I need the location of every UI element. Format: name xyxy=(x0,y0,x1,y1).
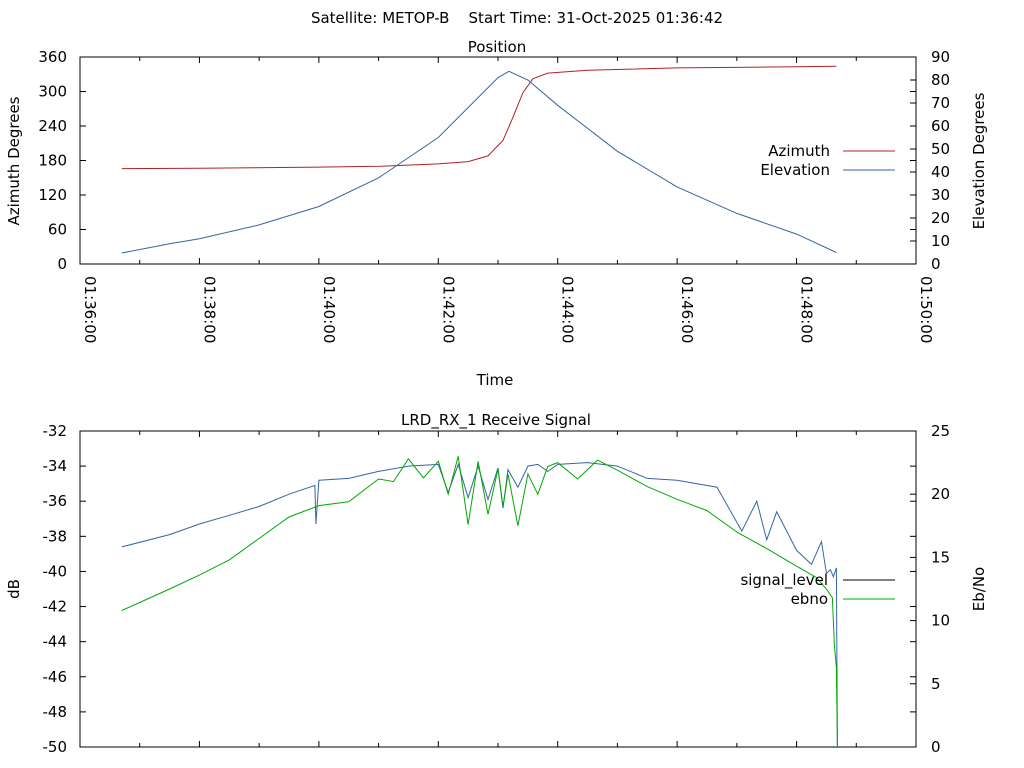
position-chart: Position Azimuth Degrees Elevation Degre… xyxy=(5,38,988,389)
legend-label-elevation: Elevation xyxy=(760,161,830,179)
position-y2tick-label: 30 xyxy=(931,186,950,204)
position-ytick-label: 120 xyxy=(38,186,67,204)
signal-y2tick-label: 25 xyxy=(931,422,950,440)
signal-ytick-label: -44 xyxy=(43,633,68,651)
position-ytick-label: 60 xyxy=(48,221,67,239)
series-line-azimuth xyxy=(121,65,837,170)
series-line-signal-level xyxy=(121,462,838,748)
signal-ytick-label: -46 xyxy=(43,668,68,686)
signal-legend: signal_level ebno xyxy=(740,571,895,608)
position-ytick-label: 240 xyxy=(38,117,67,135)
signal-ytick-label: -36 xyxy=(43,492,68,510)
signal-title: LRD_RX_1 Receive Signal xyxy=(401,411,591,430)
series-line-elevation xyxy=(121,70,837,254)
position-ytick-label: 360 xyxy=(38,48,67,66)
signal-ytick-label: -42 xyxy=(43,598,68,616)
position-xtick-label: 01:40:00 xyxy=(320,276,338,343)
position-ytick-label: 300 xyxy=(38,83,67,101)
position-y2tick-label: 40 xyxy=(931,163,950,181)
signal-y2tick-label: 10 xyxy=(931,612,950,630)
series-line-ebno xyxy=(121,456,838,748)
position-ytick-label: 180 xyxy=(38,152,67,170)
signal-chart: LRD_RX_1 Receive Signal dB Eb/No -50-48-… xyxy=(5,411,988,756)
position-y2tick-label: 50 xyxy=(931,140,950,158)
signal-ytick-label: -50 xyxy=(43,738,68,756)
position-xtick-label: 01:36:00 xyxy=(81,276,99,343)
position-title: Position xyxy=(468,38,526,56)
position-legend: Azimuth Elevation xyxy=(760,142,895,179)
signal-ytick-label: -48 xyxy=(43,703,68,721)
legend-label-azimuth: Azimuth xyxy=(768,142,830,160)
position-xtick-label: 01:48:00 xyxy=(798,276,816,343)
signal-y2tick-label: 20 xyxy=(931,485,950,503)
signal-plot-frame xyxy=(79,430,917,748)
position-y2tick-label: 0 xyxy=(931,255,941,273)
signal-y2tick-label: 0 xyxy=(931,738,941,756)
position-xtick-label: 01:46:00 xyxy=(678,276,696,343)
position-axes: 0 60 120 180 240 300 360 0 10 20 30 40 50 60 70 80 90 01:… xyxy=(38,48,950,343)
signal-y2-axis-label: Eb/No xyxy=(970,567,988,611)
signal-y2tick-label: 5 xyxy=(931,675,941,693)
signal-series xyxy=(121,456,838,748)
position-xtick-label: 01:50:00 xyxy=(917,276,935,343)
signal-ytick-label: -34 xyxy=(43,457,68,475)
signal-ytick-label: -32 xyxy=(43,422,68,440)
position-x-axis-label: Time xyxy=(476,371,514,389)
position-y2-axis-label: Elevation Degrees xyxy=(970,92,988,229)
position-y2tick-label: 80 xyxy=(931,71,950,89)
position-y2tick-label: 60 xyxy=(931,117,950,135)
figure-title: Satellite: METOP-B Start Time: 31-Oct-20… xyxy=(311,9,723,27)
position-y2tick-label: 20 xyxy=(931,209,950,227)
position-xtick-label: 01:42:00 xyxy=(439,276,457,343)
signal-ytick-label: -38 xyxy=(43,527,68,545)
signal-y-axis-label: dB xyxy=(5,579,23,599)
position-y2tick-label: 70 xyxy=(931,94,950,112)
position-xtick-label: 01:38:00 xyxy=(200,276,218,343)
legend-label-signal-level: signal_level xyxy=(740,571,828,590)
legend-label-ebno: ebno xyxy=(791,590,828,608)
signal-y2tick-label: 15 xyxy=(931,548,950,566)
position-ytick-label: 0 xyxy=(57,255,67,273)
signal-ytick-label: -40 xyxy=(43,562,68,580)
signal-axes: -50 -48 -46 -44 -42 -40 -38 -36 -34 -32 0 5 10 15 20 25 xyxy=(43,422,951,756)
position-y-axis-label: Azimuth Degrees xyxy=(5,96,23,225)
position-y2tick-label: 90 xyxy=(931,48,950,66)
position-xtick-label: 01:44:00 xyxy=(559,276,577,343)
position-y2tick-label: 10 xyxy=(931,232,950,250)
position-series xyxy=(121,65,837,254)
